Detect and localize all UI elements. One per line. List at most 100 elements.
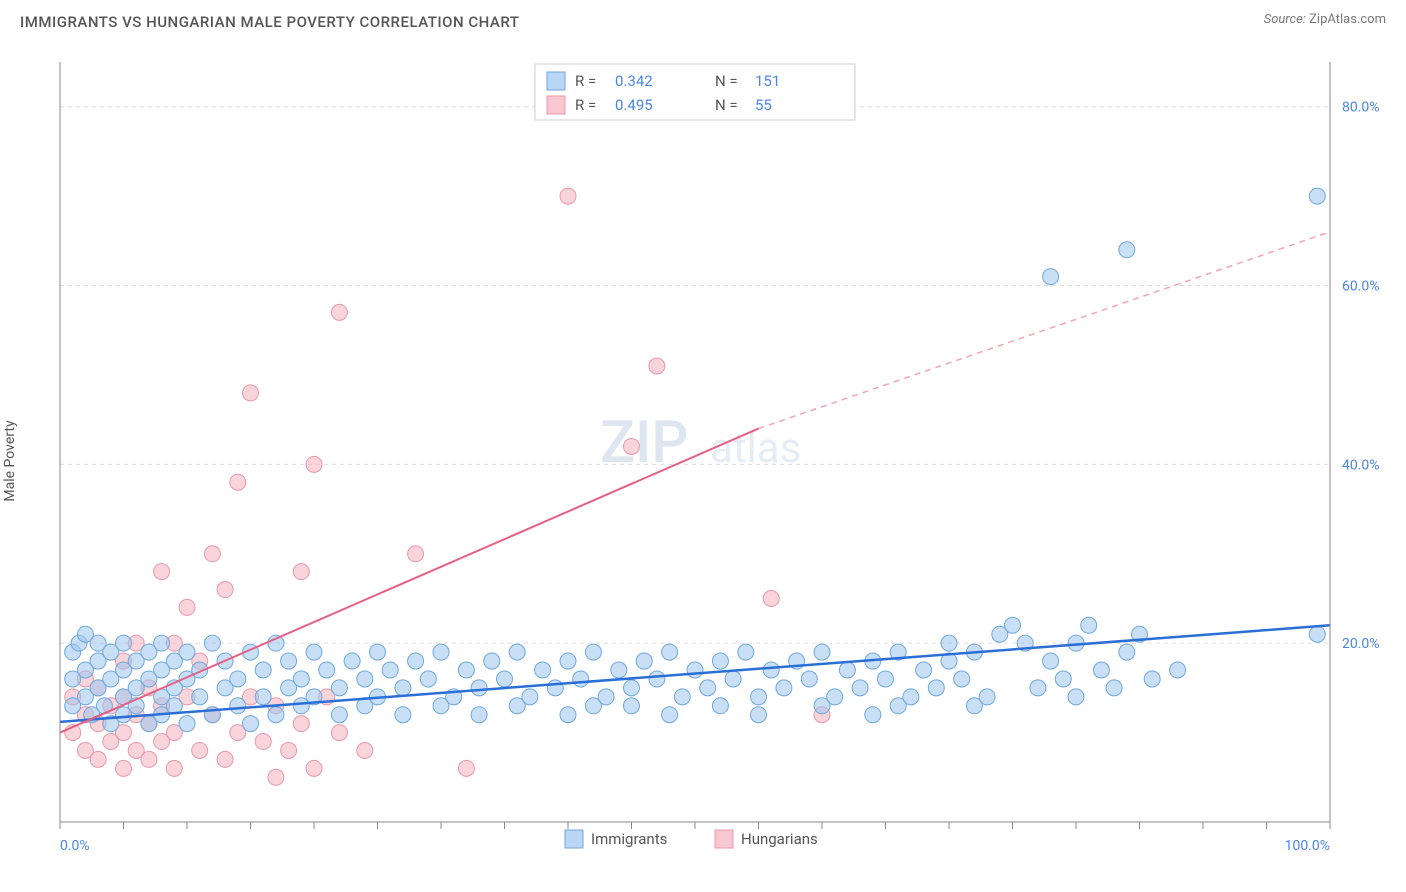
data-point-immigrants	[725, 671, 741, 687]
data-point-immigrants	[166, 698, 182, 714]
data-point-immigrants	[1081, 617, 1097, 633]
data-point-immigrants	[331, 707, 347, 723]
data-point-immigrants	[687, 662, 703, 678]
data-point-immigrants	[1119, 242, 1135, 258]
legend-n-label: N =	[715, 72, 738, 90]
data-point-immigrants	[420, 671, 436, 687]
data-point-immigrants	[484, 653, 500, 669]
data-point-immigrants	[916, 662, 932, 678]
data-point-immigrants	[331, 680, 347, 696]
data-point-hungarians	[154, 564, 170, 580]
data-point-immigrants	[1106, 680, 1122, 696]
data-point-hungarians	[281, 742, 297, 758]
data-point-immigrants	[471, 680, 487, 696]
data-point-immigrants	[204, 635, 220, 651]
data-point-hungarians	[624, 438, 640, 454]
data-point-hungarians	[166, 760, 182, 776]
data-point-immigrants	[179, 716, 195, 732]
chart-header: IMMIGRANTS VS HUNGARIAN MALE POVERTY COR…	[20, 12, 1386, 42]
data-point-immigrants	[700, 680, 716, 696]
data-point-immigrants	[1093, 662, 1109, 678]
data-point-hungarians	[763, 590, 779, 606]
data-point-immigrants	[776, 680, 792, 696]
data-point-hungarians	[268, 769, 284, 785]
data-point-immigrants	[268, 707, 284, 723]
legend-swatch-hungarians	[547, 96, 565, 114]
data-point-immigrants	[1030, 680, 1046, 696]
data-point-hungarians	[179, 599, 195, 615]
watermark: atlas	[710, 424, 801, 473]
data-point-immigrants	[509, 644, 525, 660]
data-point-immigrants	[395, 680, 411, 696]
legend-r-label: R =	[575, 96, 596, 114]
data-point-immigrants	[1309, 188, 1325, 204]
x-tick-label-right: 100.0%	[1285, 838, 1330, 854]
data-point-immigrants	[598, 689, 614, 705]
y-tick-label: 60.0%	[1342, 279, 1380, 295]
data-point-immigrants	[585, 644, 601, 660]
data-point-immigrants	[319, 662, 335, 678]
data-point-hungarians	[192, 742, 208, 758]
data-point-hungarians	[217, 582, 233, 598]
data-point-immigrants	[624, 680, 640, 696]
data-point-immigrants	[230, 698, 246, 714]
y-tick-label: 40.0%	[1342, 457, 1380, 473]
data-point-immigrants	[636, 653, 652, 669]
x-tick-label-left: 0.0%	[60, 838, 90, 854]
data-point-immigrants	[154, 635, 170, 651]
data-point-immigrants	[370, 644, 386, 660]
data-point-immigrants	[408, 653, 424, 669]
legend-r-hungarians: 0.495	[615, 96, 653, 114]
data-point-immigrants	[751, 707, 767, 723]
correlation-scatter-chart: 20.0%40.0%60.0%80.0%ZIPatlas0.0%100.0%R …	[20, 50, 1386, 872]
data-point-immigrants	[1043, 269, 1059, 285]
data-point-immigrants	[230, 671, 246, 687]
data-point-immigrants	[662, 707, 678, 723]
data-point-immigrants	[928, 680, 944, 696]
data-point-immigrants	[547, 680, 563, 696]
data-point-immigrants	[712, 653, 728, 669]
data-point-immigrants	[306, 644, 322, 660]
data-point-immigrants	[573, 671, 589, 687]
legend-r-label: R =	[575, 72, 596, 90]
data-point-immigrants	[357, 671, 373, 687]
data-point-hungarians	[293, 564, 309, 580]
data-point-immigrants	[662, 644, 678, 660]
data-point-immigrants	[497, 671, 513, 687]
data-point-immigrants	[433, 644, 449, 660]
data-point-immigrants	[281, 653, 297, 669]
data-point-immigrants	[1119, 644, 1135, 660]
data-point-immigrants	[382, 662, 398, 678]
source-attribution: Source: ZipAtlas.com	[1264, 12, 1386, 27]
chart-title: IMMIGRANTS VS HUNGARIAN MALE POVERTY COR…	[20, 13, 519, 31]
data-point-immigrants	[1043, 653, 1059, 669]
data-point-hungarians	[204, 546, 220, 562]
data-point-hungarians	[649, 358, 665, 374]
source-label: Source:	[1264, 12, 1306, 27]
data-point-immigrants	[801, 671, 817, 687]
data-point-immigrants	[814, 644, 830, 660]
data-point-immigrants	[192, 689, 208, 705]
data-point-immigrants	[1170, 662, 1186, 678]
source-name: ZipAtlas.com	[1309, 12, 1386, 27]
data-point-immigrants	[649, 671, 665, 687]
data-point-immigrants	[827, 689, 843, 705]
data-point-immigrants	[941, 635, 957, 651]
data-point-hungarians	[560, 188, 576, 204]
data-point-immigrants	[903, 689, 919, 705]
data-point-hungarians	[331, 725, 347, 741]
data-point-immigrants	[1005, 617, 1021, 633]
watermark: ZIP	[600, 409, 688, 477]
data-point-immigrants	[1309, 626, 1325, 642]
data-point-hungarians	[458, 760, 474, 776]
bottom-legend-swatch-immigrants	[565, 830, 583, 848]
data-point-immigrants	[852, 680, 868, 696]
data-point-immigrants	[763, 662, 779, 678]
legend-n-label: N =	[715, 96, 738, 114]
data-point-immigrants	[954, 671, 970, 687]
data-point-immigrants	[293, 671, 309, 687]
legend-swatch-immigrants	[547, 72, 565, 90]
bottom-legend-swatch-hungarians	[715, 830, 733, 848]
data-point-hungarians	[331, 304, 347, 320]
data-point-immigrants	[179, 644, 195, 660]
